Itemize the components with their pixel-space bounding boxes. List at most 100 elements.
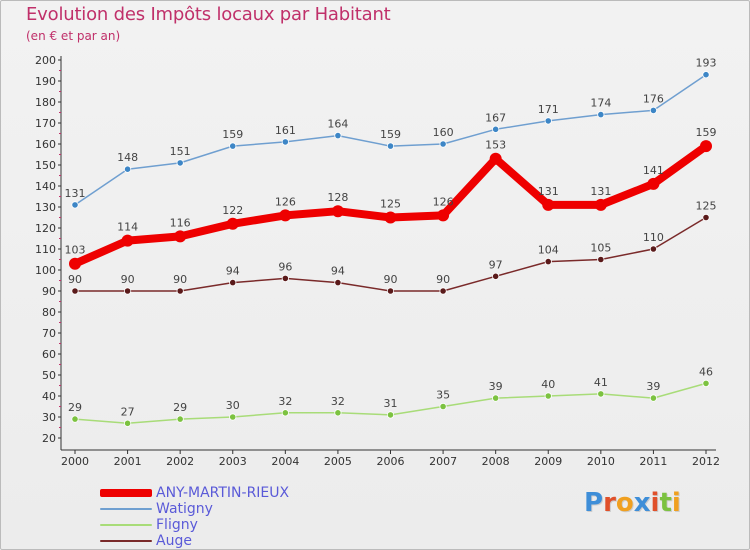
data-point (123, 165, 132, 173)
data-label: 46 (699, 365, 713, 378)
data-label: 159 (380, 128, 401, 141)
data-label: 164 (327, 118, 348, 131)
data-point (649, 106, 658, 115)
data-label: 159 (222, 128, 243, 141)
data-point (229, 413, 237, 421)
x-tick-label: 2007 (429, 455, 457, 468)
data-point (544, 257, 552, 266)
data-point (489, 152, 502, 165)
y-tick-label: 200 (35, 54, 56, 67)
data-label: 32 (331, 395, 345, 408)
y-tick-label: 50 (42, 369, 56, 382)
data-label: 90 (384, 273, 398, 286)
data-label: 96 (278, 260, 292, 273)
data-label: 90 (436, 273, 450, 286)
data-label: 39 (489, 380, 503, 393)
data-label: 159 (696, 126, 717, 139)
data-point (334, 278, 342, 287)
data-label: 94 (226, 265, 240, 278)
data-label: 176 (643, 92, 664, 105)
y-tick-label: 160 (35, 138, 56, 151)
data-point (334, 132, 342, 140)
x-tick-label: 2000 (61, 455, 89, 468)
data-point (69, 257, 81, 270)
data-point (123, 287, 132, 295)
data-label: 29 (68, 401, 82, 414)
x-tick-label: 2006 (377, 455, 405, 468)
y-tick-label: 130 (35, 201, 56, 214)
x-tick-label: 2012 (692, 455, 720, 468)
data-label: 90 (173, 273, 187, 286)
data-label: 103 (65, 244, 86, 257)
data-point (597, 390, 605, 398)
x-tick-label: 2001 (114, 455, 142, 468)
x-tick-label: 2002 (166, 455, 194, 468)
data-label: 35 (436, 389, 450, 402)
y-tick-label: 70 (42, 327, 56, 340)
data-point (439, 402, 447, 411)
data-point (386, 142, 395, 150)
data-point (386, 411, 395, 419)
data-point (649, 394, 658, 402)
y-tick-label: 30 (42, 411, 56, 424)
data-point (229, 278, 237, 287)
y-tick-label: 110 (35, 243, 56, 256)
x-tick-label: 2005 (324, 455, 352, 468)
data-label: 125 (696, 200, 717, 213)
data-point (439, 287, 447, 295)
data-point (71, 415, 79, 423)
data-point (702, 71, 710, 79)
data-label: 90 (121, 273, 135, 286)
data-point (176, 287, 184, 295)
data-point (544, 117, 552, 125)
data-point (71, 201, 79, 209)
proxiti-logo: Proxiti (584, 488, 681, 518)
data-label: 148 (117, 151, 138, 164)
legend-item-auge: Auge (100, 533, 289, 549)
data-label: 94 (331, 265, 345, 278)
chart-subtitle: (en € et par an) (26, 29, 121, 43)
data-point (647, 177, 660, 190)
data-label: 141 (643, 164, 664, 177)
data-point (176, 415, 184, 423)
y-tick-label: 170 (35, 117, 56, 130)
y-tick-label: 180 (35, 96, 56, 109)
legend-label: Auge (156, 533, 192, 549)
data-point (281, 409, 289, 417)
data-label: 105 (590, 242, 611, 255)
y-tick-label: 80 (42, 306, 56, 319)
legend-swatch (100, 524, 152, 526)
data-point (121, 234, 134, 247)
data-point (279, 209, 292, 222)
data-label: 131 (65, 187, 86, 200)
data-point (597, 255, 605, 264)
data-point (331, 205, 344, 218)
x-tick-label: 2004 (271, 455, 299, 468)
data-label: 125 (380, 198, 401, 211)
data-label: 97 (489, 258, 503, 271)
legend-item-any-martin-rieux: ANY-MARTIN-RIEUX (100, 485, 289, 501)
data-point (492, 125, 500, 133)
legend-swatch (100, 540, 152, 542)
data-point (281, 274, 289, 282)
logo-letter: r (603, 488, 616, 518)
data-label: 116 (170, 216, 191, 229)
data-point (597, 111, 605, 119)
data-label: 153 (485, 139, 506, 152)
data-label: 32 (278, 395, 292, 408)
data-point (439, 140, 447, 148)
data-point (492, 272, 500, 280)
logo-letter: i (650, 488, 660, 518)
data-label: 126 (275, 195, 296, 208)
legend-item-watigny: Watigny (100, 501, 289, 517)
y-tick-label: 60 (42, 348, 56, 361)
data-point (542, 198, 555, 211)
logo-letter: t (659, 488, 672, 518)
legend-label: Fligny (156, 517, 198, 533)
data-point (174, 230, 187, 243)
data-point (384, 211, 397, 224)
legend: ANY-MARTIN-RIEUX Watigny Fligny Auge (100, 485, 289, 549)
legend-label: Watigny (156, 501, 213, 517)
legend-label: ANY-MARTIN-RIEUX (156, 485, 290, 501)
